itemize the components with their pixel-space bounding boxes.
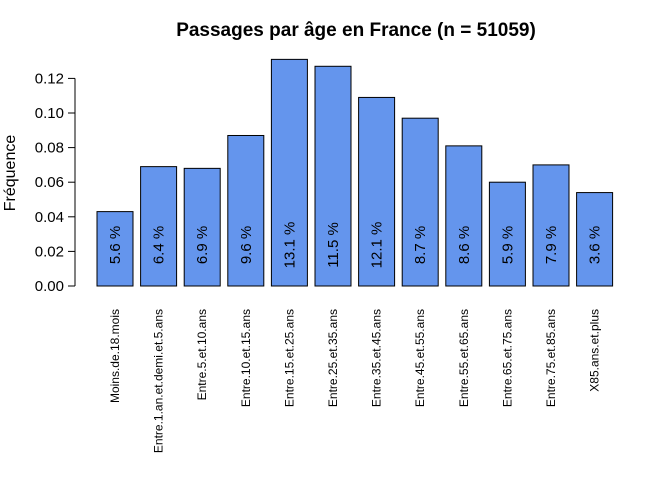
y-axis: 0.00 0.02 0.04 0.06 0.08 0.10 0.12	[35, 70, 76, 295]
y-tick-label: 0.06	[35, 174, 64, 191]
bar-value-label: 5.9 %	[499, 226, 516, 264]
x-tick-label: X85.ans.et.plus	[588, 309, 602, 392]
x-tick-label: Moins.de.18.mois	[108, 309, 122, 403]
x-tick-label: Entre.75.et.85.ans	[544, 309, 558, 407]
bar-labels-group: 5.6 % 6.4 % 6.9 % 9.6 % 13.1 % 11.5 % 12.1 % 8.…	[107, 222, 604, 269]
bar	[401, 117, 439, 287]
bar	[140, 166, 178, 287]
bar	[445, 145, 483, 287]
y-tick-label: 0.08	[35, 140, 64, 157]
bar	[227, 134, 265, 287]
bar-value-label: 5.6 %	[107, 226, 124, 264]
bar	[488, 181, 526, 287]
y-axis-label: Fréquence	[2, 135, 19, 212]
bar-value-label: 6.9 %	[194, 226, 211, 264]
y-tick-label: 0.12	[35, 70, 64, 87]
x-tick-label: Entre.1.an.et.demi.et.5.ans	[152, 309, 166, 453]
chart-title: Passages par âge en France (n = 51059)	[176, 20, 536, 41]
x-tick-label: Entre.25.et.35.ans	[326, 309, 340, 407]
x-tick-label: Entre.15.et.25.ans	[282, 309, 296, 407]
bars-group	[96, 58, 614, 287]
y-tick-label: 0.02	[35, 243, 64, 260]
bar	[532, 164, 570, 287]
bar-value-label: 13.1 %	[281, 222, 298, 269]
bar	[576, 192, 614, 287]
x-tick-label: Entre.5.et.10.ans	[195, 309, 209, 400]
bar-value-label: 11.5 %	[325, 222, 342, 268]
y-tick-label: 0.10	[35, 105, 64, 122]
x-tick-label: Entre.65.et.75.ans	[500, 309, 514, 407]
bar-value-label: 7.9 %	[543, 226, 560, 264]
x-tick-label: Entre.45.et.55.ans	[413, 309, 427, 407]
bar	[314, 65, 352, 287]
x-axis-labels-group: Moins.de.18.mois Entre.1.an.et.demi.et.5.…	[108, 309, 602, 453]
x-tick-label: Entre.55.et.65.ans	[457, 309, 471, 407]
bar-value-label: 6.4 %	[151, 226, 168, 264]
bar-value-label: 3.6 %	[587, 226, 604, 264]
bar	[183, 167, 221, 287]
x-tick-label: Entre.10.et.15.ans	[239, 309, 253, 407]
bar	[270, 58, 308, 287]
bar-value-label: 8.6 %	[456, 226, 473, 264]
bar-value-label: 9.6 %	[238, 226, 255, 264]
y-tick-label: 0.04	[35, 209, 64, 226]
bar	[358, 96, 396, 287]
x-tick-label: Entre.35.et.45.ans	[370, 309, 384, 407]
y-tick-label: 0.00	[35, 278, 64, 295]
bar	[96, 211, 134, 287]
bar-value-label: 8.7 %	[412, 226, 429, 264]
bar-value-label: 12.1 %	[369, 222, 386, 269]
